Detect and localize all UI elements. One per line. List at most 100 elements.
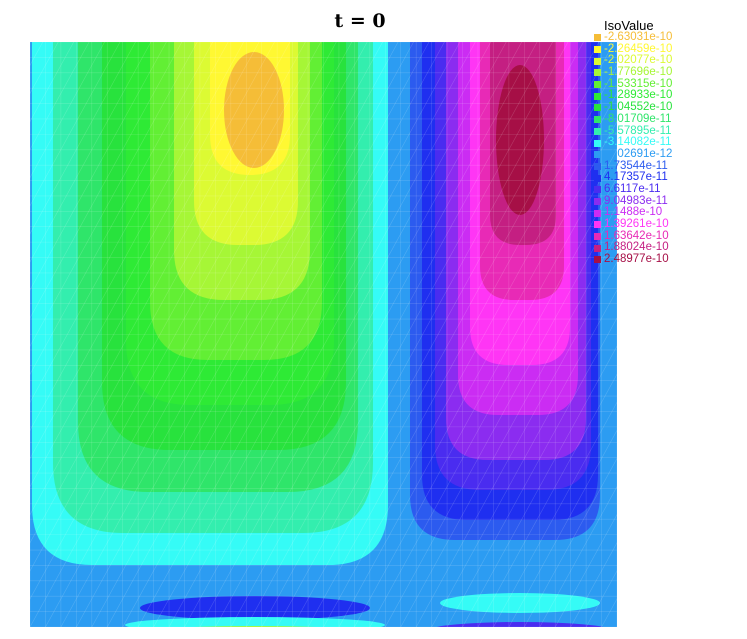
legend-item: 1.63642e-10 — [594, 229, 672, 243]
mesh-line — [60, 42, 383, 627]
legend-label: 6.6117e-11 — [604, 182, 661, 195]
legend-label: 1.39261e-10 — [604, 218, 669, 230]
mesh-overlay — [0, 42, 617, 627]
legend-swatch — [594, 162, 601, 170]
mesh-line — [415, 261, 617, 627]
bottom-contour-band — [436, 622, 604, 627]
legend-swatch — [594, 221, 601, 229]
legend-item: 1.73544e-11 — [594, 159, 672, 173]
legend-swatch — [594, 233, 601, 241]
legend-item: -2.63031e-10 — [594, 31, 672, 44]
mesh-line — [369, 176, 617, 627]
mesh-line — [354, 148, 617, 627]
mesh-line — [30, 42, 90, 151]
bottom-contour-band — [194, 626, 316, 627]
legend-label: -2.02077e-10 — [604, 54, 673, 67]
legend-item: -7.02691e-12 — [594, 147, 673, 161]
mesh-line — [292, 42, 615, 627]
legend-label: 4.17357e-11 — [604, 171, 668, 184]
mesh-line — [153, 42, 476, 627]
legend-item: 1.39261e-10 — [594, 218, 672, 231]
bottom-contour-band — [460, 631, 580, 639]
legend-item: -8.01709e-11 — [594, 112, 672, 126]
positive-extremum-band — [496, 65, 544, 215]
mesh-line — [30, 42, 260, 460]
mesh-line — [30, 42, 105, 179]
legend-label: -1.28933e-10 — [604, 89, 673, 102]
legend-label: 1.88024e-10 — [604, 241, 669, 254]
mesh-line — [431, 289, 617, 627]
negative-extremum-band — [224, 52, 284, 168]
mesh-line — [30, 42, 275, 488]
mesh-line — [246, 42, 569, 627]
bottom-contour-band — [140, 596, 370, 620]
mesh-line — [0, 42, 27, 627]
legend-item: -2.26459e-10 — [594, 42, 673, 56]
legend: IsoValue -2.63031e-10 -2.26459e-10 -2.0207… — [594, 19, 672, 266]
legend-label: -7.02691e-12 — [604, 147, 673, 160]
mesh-line — [400, 233, 617, 627]
legend-item: -3.14082e-11 — [594, 136, 672, 149]
mesh-line — [30, 42, 167, 291]
legend-label: -1.04552e-10 — [604, 101, 673, 114]
mesh-line — [45, 42, 368, 627]
legend-swatch — [594, 92, 601, 100]
mesh-line — [30, 42, 322, 572]
legend-items: -2.63031e-10 -2.26459e-10 -2.02077e-10 -1.7… — [594, 31, 673, 266]
legend-item: 9.04983e-11 — [594, 194, 672, 208]
mesh-line — [554, 514, 617, 627]
mesh-line — [30, 42, 136, 235]
mesh-line — [137, 42, 461, 627]
legend-item: -1.04552e-10 — [594, 101, 673, 114]
legend-item: 1.88024e-10 — [594, 242, 672, 254]
mesh-line — [524, 457, 617, 627]
mesh-line — [30, 42, 337, 600]
legend-item: -1.77696e-10 — [594, 66, 673, 79]
legend-swatch — [594, 256, 601, 264]
mesh-line — [168, 42, 492, 627]
mesh-line — [106, 42, 430, 627]
mesh-line — [261, 42, 584, 627]
legend-swatch — [594, 69, 601, 77]
mesh-line — [30, 42, 244, 432]
legend-label: 1.1488e-10 — [604, 206, 663, 219]
legend-label: -2.26459e-10 — [604, 42, 673, 55]
legend-item: -2.02077e-10 — [594, 55, 672, 67]
mesh-line — [30, 42, 198, 347]
legend-label: 1.63642e-10 — [604, 229, 669, 242]
legend-label: 9.04983e-11 — [604, 194, 668, 207]
mesh-line — [76, 42, 399, 627]
legend-title: IsoValue — [604, 18, 654, 33]
mesh-line — [30, 42, 229, 403]
mesh-line — [30, 42, 353, 627]
legend-swatch — [594, 116, 601, 124]
mesh-line — [493, 401, 617, 627]
legend-swatch — [594, 127, 601, 135]
mesh-line — [30, 42, 152, 263]
bottom-contour-band — [440, 593, 600, 613]
legend-swatch — [594, 104, 601, 112]
legend-swatch — [594, 197, 601, 205]
plot-area — [0, 42, 617, 639]
bottom-contour-band — [125, 617, 385, 627]
mesh-line — [462, 345, 617, 627]
mesh-line — [276, 42, 600, 627]
legend-label: -5.57895e-11 — [604, 124, 672, 137]
legend-item: 6.6117e-11 — [594, 182, 672, 196]
mesh-line — [539, 485, 617, 627]
legend-label: -1.77696e-10 — [604, 66, 673, 79]
mesh-line — [508, 429, 617, 627]
legend-label: -8.01709e-11 — [604, 112, 672, 125]
legend-swatch — [594, 186, 601, 194]
legend-label: 1.73544e-11 — [604, 159, 668, 172]
mesh-line — [307, 64, 617, 627]
chart-title: t = 0 — [334, 10, 386, 32]
mesh-line — [30, 42, 121, 207]
mesh-line — [30, 42, 306, 544]
legend-swatch — [594, 34, 601, 42]
legend-label: -3.14082e-11 — [604, 136, 672, 149]
legend-swatch — [594, 57, 601, 65]
legend-swatch — [594, 151, 601, 159]
legend-swatch — [594, 174, 601, 182]
legend-swatch — [594, 139, 601, 147]
